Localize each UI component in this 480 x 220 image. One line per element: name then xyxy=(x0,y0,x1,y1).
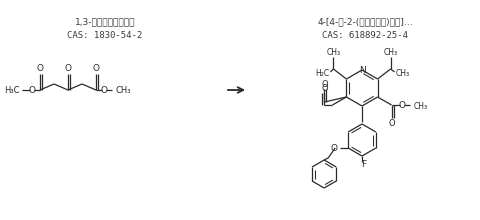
Text: O: O xyxy=(321,79,328,88)
Text: H₃C: H₃C xyxy=(4,86,20,95)
Text: CH₃: CH₃ xyxy=(414,101,428,110)
Text: 4-[4-氟-2-(苯基甲氧基)苯基]…: 4-[4-氟-2-(苯基甲氧基)苯基]… xyxy=(317,18,413,26)
Text: CH₃: CH₃ xyxy=(384,48,397,57)
Text: CAS: 618892-25-4: CAS: 618892-25-4 xyxy=(322,31,408,40)
Text: O: O xyxy=(100,86,108,95)
Text: O: O xyxy=(398,101,405,110)
Text: O: O xyxy=(321,84,328,92)
Text: CH₃: CH₃ xyxy=(116,86,132,95)
Text: N: N xyxy=(359,66,365,75)
Text: CH₃: CH₃ xyxy=(396,68,410,77)
Text: O: O xyxy=(388,119,395,128)
Text: 1,3-丙酮二梧酸二甲酯: 1,3-丙酮二梧酸二甲酯 xyxy=(75,18,135,26)
Text: O: O xyxy=(36,64,44,73)
Text: O: O xyxy=(28,86,36,95)
Text: H₂C: H₂C xyxy=(315,68,329,77)
Text: CH₃: CH₃ xyxy=(326,48,340,57)
Text: O: O xyxy=(330,143,337,152)
Text: O: O xyxy=(93,64,99,73)
Text: CAS: 1830-54-2: CAS: 1830-54-2 xyxy=(67,31,143,40)
Text: F: F xyxy=(361,160,367,169)
Text: O: O xyxy=(64,64,72,73)
